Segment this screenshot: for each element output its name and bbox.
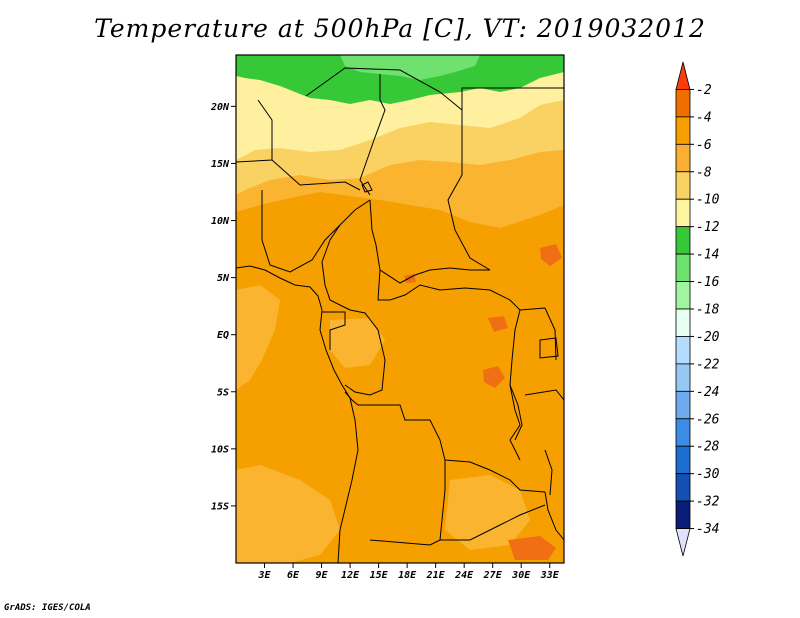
border-drc-east: [509, 309, 521, 461]
patch-southwest: [236, 465, 340, 563]
colorbar-segment: [675, 418, 691, 447]
lat-tick-label: 5N: [217, 273, 230, 284]
colorbar-segment: [675, 89, 691, 118]
lon-tick-label: 12E: [341, 570, 360, 581]
colorbar-label: -32: [696, 495, 720, 510]
coastline: [236, 265, 359, 563]
colorbar-label: -12: [696, 220, 720, 235]
border-sudan: [447, 115, 491, 271]
lake-chad: [361, 181, 373, 193]
colorbar-segment: [675, 171, 691, 200]
temperature-field: [236, 55, 564, 563]
patch-central: [330, 318, 385, 368]
border-niger: [236, 99, 273, 163]
colorbar-segment: [675, 500, 691, 529]
band-green: [236, 55, 564, 104]
border-drc-angola-north: [344, 391, 359, 406]
grads-credit: GrADS: IGES/COLA: [4, 603, 91, 613]
lon-tick-label: 33E: [540, 570, 560, 581]
colorbar-label: -34: [696, 522, 719, 537]
hotspot-3: [508, 536, 556, 560]
map-borders: [236, 67, 564, 563]
band-light-green: [340, 55, 480, 80]
border-mozambique: [544, 491, 564, 541]
lon-tick-label: 6E: [287, 570, 300, 581]
lon-tick-label: 27E: [483, 570, 503, 581]
colorbar-label: -6: [696, 138, 712, 153]
lat-tick-label: 15N: [211, 159, 230, 170]
border-nigeria: [261, 190, 371, 273]
border-tanzania: [524, 389, 564, 401]
lake-tanganyika: [509, 384, 523, 441]
border-uganda: [519, 307, 557, 361]
border-zambia-south: [440, 504, 546, 541]
colorbar-label: -28: [696, 440, 720, 455]
patch-west: [236, 285, 280, 390]
colorbar-segment: [675, 198, 691, 228]
border-gabon: [322, 311, 346, 350]
border-chad-car: [369, 199, 490, 284]
hotspot-1: [483, 366, 505, 388]
colorbar-label: -20: [696, 330, 720, 345]
border-cameroon: [321, 224, 351, 311]
latitude-axis: 20N 15N 10N 5N EQ 5S 10S 15S: [210, 102, 236, 512]
lat-tick-label: 5S: [217, 387, 229, 398]
colorbar-segment: [675, 116, 691, 145]
chart-title: Temperature at 500hPa [C], VT: 201903201…: [94, 14, 706, 43]
colorbar-segment: [675, 390, 691, 420]
colorbar-label: -24: [696, 385, 719, 400]
patch-southeast: [445, 475, 530, 550]
colorbar-lower-triangle: [675, 528, 691, 557]
colorbar-label: -18: [696, 303, 720, 318]
colorbar-segment: [675, 226, 691, 255]
lat-tick-label: 20N: [210, 102, 230, 113]
lon-tick-label: 15E: [370, 570, 389, 581]
colorbar-label: -2: [696, 83, 712, 98]
colorbar-label: -4: [696, 110, 712, 125]
colorbar-segment: [675, 308, 691, 337]
lat-tick-label: 15S: [211, 501, 229, 512]
lon-tick-label: 18E: [398, 570, 417, 581]
colorbar-segment: [675, 445, 691, 475]
colorbar-upper-triangle: [675, 61, 691, 90]
border-congo: [344, 309, 386, 396]
lon-tick-label: 21E: [426, 570, 446, 581]
lon-tick-label: 3E: [257, 570, 271, 581]
colorbar-segment: [675, 336, 691, 365]
colorbar-label: -14: [696, 248, 719, 263]
border-angola: [358, 404, 446, 546]
colorbar-label: -16: [696, 275, 720, 290]
lake-malawi: [544, 449, 553, 496]
colorbar-label: -22: [696, 357, 720, 372]
colorbar: -2 -4 -6 -8 -10 -12 -14 -16 -18 -20 -22 -24 -26 -28 -3…: [675, 61, 720, 557]
border-zambia: [444, 459, 546, 493]
colorbar-label: -26: [696, 412, 720, 427]
lat-tick-label: 10N: [211, 216, 230, 227]
border-chad-niger: [271, 159, 361, 191]
border-libya: [359, 74, 386, 196]
border-egypt: [461, 87, 564, 115]
map-frame: [235, 54, 565, 564]
lon-tick-label: 24E: [454, 570, 474, 581]
colorbar-label: -30: [696, 467, 720, 482]
colorbar-segment: [675, 363, 691, 392]
lon-tick-label: 30E: [511, 570, 531, 581]
colorbar-segment: [675, 473, 691, 502]
colorbar-segment: [675, 281, 691, 310]
colorbar-label: -10: [696, 193, 720, 208]
hotspot-4: [488, 316, 508, 332]
lat-tick-label: 10S: [211, 444, 229, 455]
colorbar-segment: [675, 253, 691, 282]
longitude-axis: 3E 6E 9E 12E 15E 18E 21E 24E 27E 30E 33E: [257, 563, 560, 581]
hotspot-2: [540, 244, 562, 266]
border-algeria: [305, 67, 463, 111]
colorbar-label: -8: [696, 165, 712, 180]
colorbar-segment: [675, 143, 691, 173]
lake-victoria: [539, 337, 559, 359]
border-car-drc: [377, 269, 521, 311]
lon-tick-label: 9E: [316, 570, 329, 581]
lat-tick-label: EQ: [217, 330, 229, 341]
